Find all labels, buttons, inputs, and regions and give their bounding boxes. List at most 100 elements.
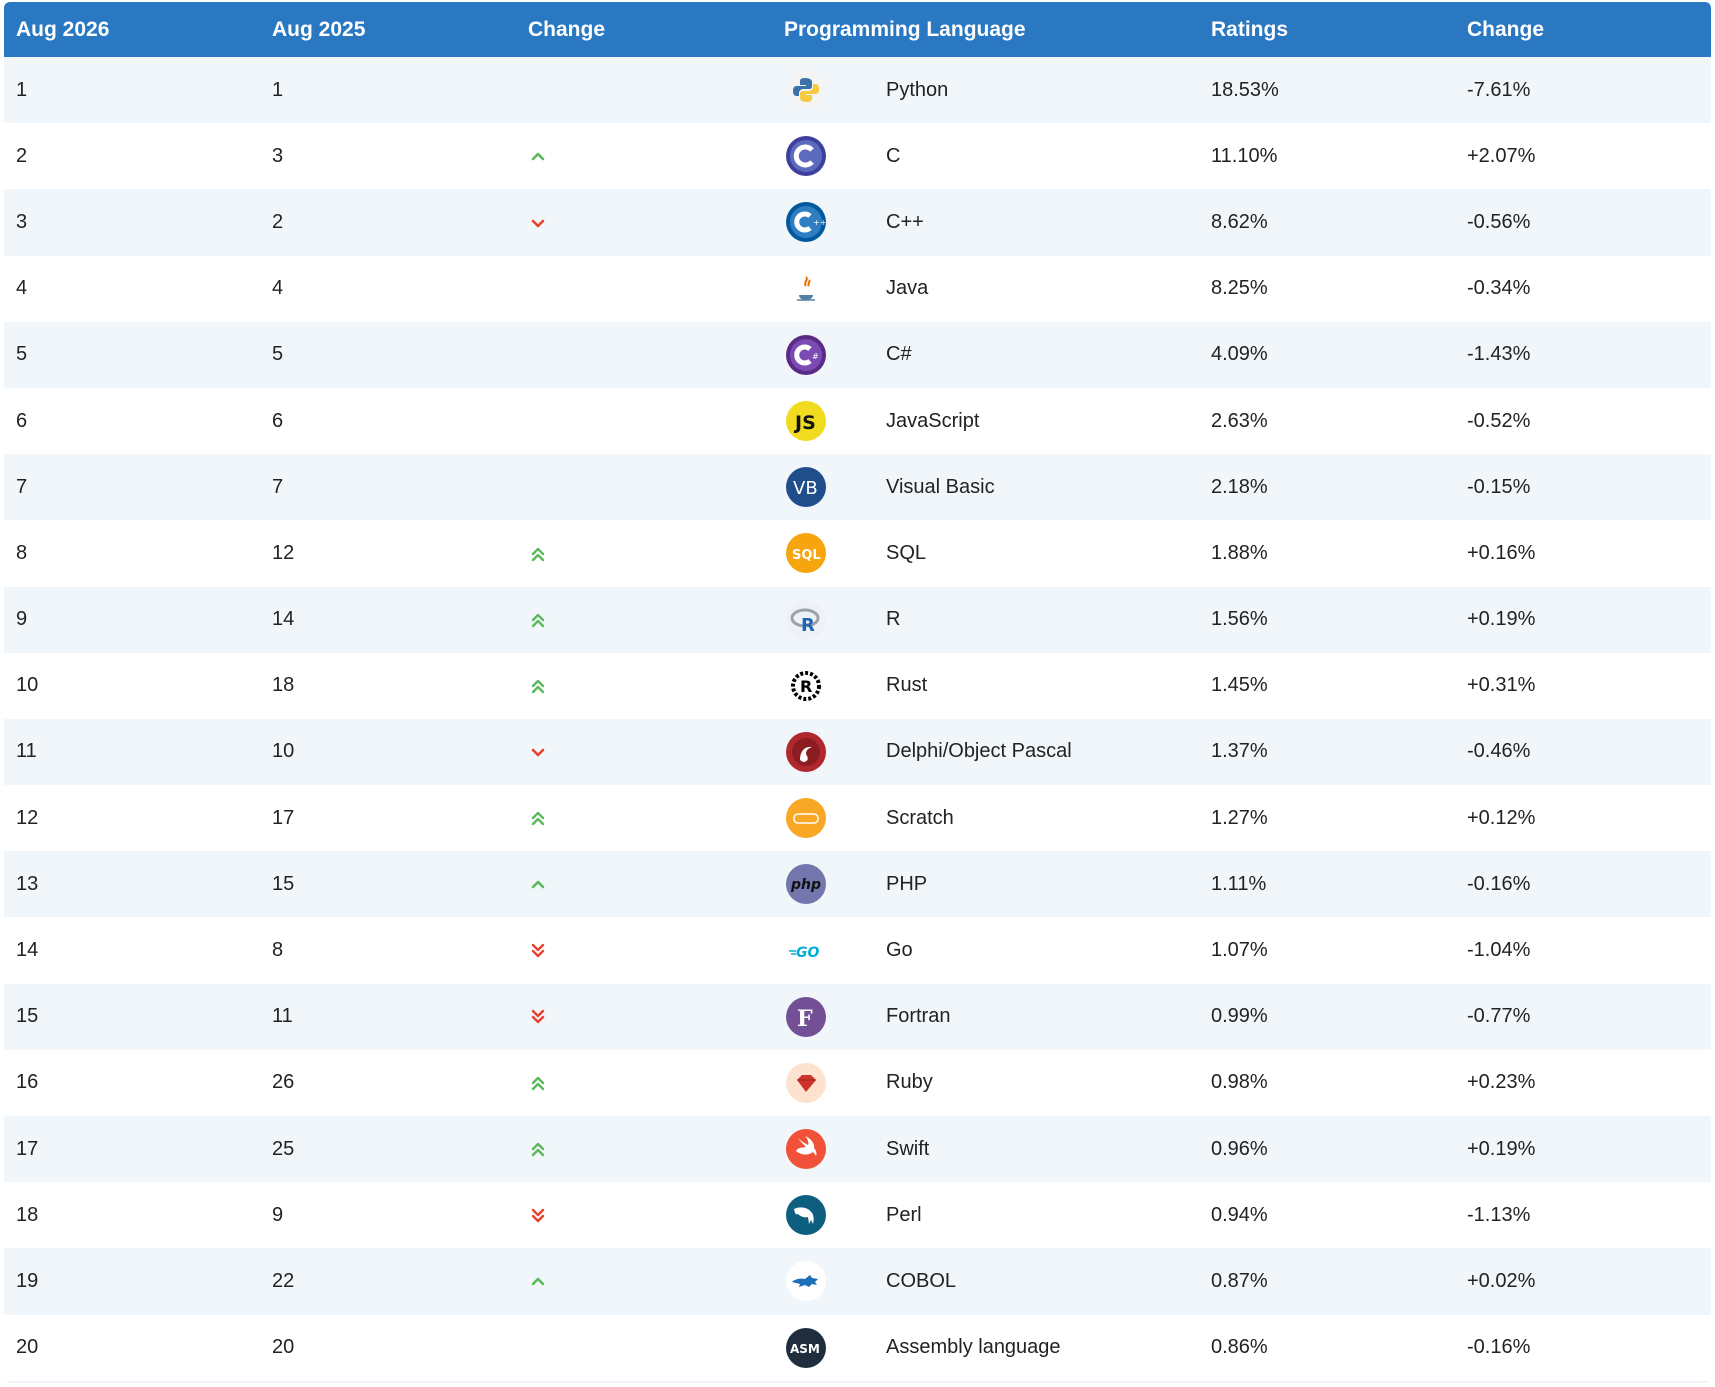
rank-current: 7 <box>16 475 28 498</box>
arrow-up-icon <box>528 1272 548 1292</box>
double-arrow-up-icon <box>528 1073 548 1093</box>
csharp-logo-icon: # <box>786 334 826 375</box>
rating-change-value: -0.16% <box>1467 1336 1531 1359</box>
table-row: 7 7 VB Visual Basic 2.18% -0.15% <box>4 454 1711 521</box>
double-arrow-down-icon <box>528 941 548 961</box>
language-name[interactable]: C <box>886 144 901 167</box>
table-row: 1 1 Python 18.53% -7.61% <box>4 57 1711 124</box>
r-logo-icon: R <box>786 599 826 640</box>
rank-current: 20 <box>16 1336 39 1359</box>
rating-change-value: +0.19% <box>1467 608 1536 631</box>
rank-current: 4 <box>16 277 28 300</box>
rank-previous: 3 <box>272 144 284 167</box>
language-logo-cell <box>772 1116 874 1182</box>
language-name[interactable]: Fortran <box>886 1005 951 1028</box>
language-name[interactable]: SQL <box>886 541 927 564</box>
header-ratings-change[interactable]: Change <box>1467 17 1545 41</box>
python-logo-icon <box>786 70 826 111</box>
rank-previous: 1 <box>272 78 284 101</box>
rank-current: 9 <box>16 608 28 631</box>
arrow-up-icon <box>528 147 548 167</box>
svg-text:R: R <box>801 615 815 636</box>
language-name[interactable]: Visual Basic <box>886 475 995 498</box>
table-row: 18 9 Perl 0.94% -1.13% <box>4 1182 1711 1249</box>
language-name[interactable]: PHP <box>886 872 928 895</box>
header-programming-language[interactable]: Programming Language <box>784 17 1026 41</box>
perl-logo-icon <box>786 1195 826 1236</box>
svg-text:F: F <box>797 1006 813 1032</box>
rating-value: 11.10% <box>1211 144 1278 167</box>
javascript-logo-icon: JS <box>786 401 826 442</box>
arrow-down-icon <box>528 742 548 762</box>
language-name[interactable]: Go <box>886 939 913 962</box>
double-arrow-down-icon <box>528 1206 548 1226</box>
table-body: 1 1 Python 18.53% -7.61% 2 3 C 11.10% +2.07% 3 2 ++ C… <box>4 57 1711 1381</box>
rating-value: 1.56% <box>1211 608 1268 631</box>
rank-change-cell <box>516 1182 772 1248</box>
rating-value: 0.94% <box>1211 1203 1268 1226</box>
rank-current: 16 <box>16 1071 39 1094</box>
header-current-month[interactable]: Aug 2026 <box>16 17 110 41</box>
header-previous-month[interactable]: Aug 2025 <box>272 17 366 41</box>
language-name[interactable]: Swift <box>886 1137 930 1160</box>
language-name[interactable]: Rust <box>886 674 928 697</box>
rank-change-cell <box>516 388 772 454</box>
language-name[interactable]: COBOL <box>886 1269 957 1292</box>
c-logo-icon <box>786 136 826 177</box>
language-name[interactable]: Perl <box>886 1203 922 1226</box>
language-name[interactable]: Ruby <box>886 1071 933 1094</box>
rating-change-value: +0.19% <box>1467 1137 1536 1160</box>
rank-change-cell <box>516 1248 772 1314</box>
rank-change-cell <box>516 256 772 322</box>
rating-change-value: +0.02% <box>1467 1269 1536 1292</box>
rank-previous: 2 <box>272 210 284 233</box>
rank-current: 18 <box>16 1203 39 1226</box>
rank-change-cell <box>516 917 772 983</box>
rank-change-cell <box>516 189 772 255</box>
rating-value: 18.53% <box>1211 78 1279 101</box>
rank-change-cell <box>516 984 772 1050</box>
rating-change-value: -0.34% <box>1467 277 1531 300</box>
table-row: 10 18 R Rust 1.45% +0.31% <box>4 652 1711 719</box>
rating-change-value: -0.15% <box>1467 475 1531 498</box>
table-row: 19 22 COBOL 0.87% +0.02% <box>4 1248 1711 1315</box>
rank-previous: 4 <box>272 277 284 300</box>
table-row: 14 8 GO Go 1.07% -1.04% <box>4 917 1711 984</box>
rating-value: 0.98% <box>1211 1071 1268 1094</box>
rank-current: 14 <box>16 939 39 962</box>
rating-change-value: -0.16% <box>1467 872 1531 895</box>
header-ratings[interactable]: Ratings <box>1211 17 1289 41</box>
language-name[interactable]: JavaScript <box>886 409 980 432</box>
rank-change-cell <box>516 851 772 917</box>
assembly-logo-icon: ASM <box>786 1327 826 1368</box>
table-row: 20 20 ASM Assembly language 0.86% -0.16% <box>4 1314 1711 1381</box>
rank-previous: 14 <box>272 608 295 631</box>
rating-change-value: +2.07% <box>1467 144 1536 167</box>
rating-change-value: -1.04% <box>1467 939 1531 962</box>
rating-value: 1.11% <box>1211 872 1267 895</box>
rating-value: 0.99% <box>1211 1005 1268 1028</box>
rank-change-cell <box>516 653 772 719</box>
language-name[interactable]: C# <box>886 343 912 366</box>
double-arrow-up-icon <box>528 676 548 696</box>
language-name[interactable]: Python <box>886 78 949 101</box>
language-name[interactable]: Assembly language <box>886 1336 1061 1359</box>
language-name[interactable]: C++ <box>886 210 924 233</box>
rank-previous: 5 <box>272 343 284 366</box>
language-name[interactable]: Delphi/Object Pascal <box>886 740 1072 763</box>
java-logo-icon <box>786 268 826 309</box>
rating-change-value: -0.77% <box>1467 1005 1531 1028</box>
rank-change-cell <box>516 587 772 653</box>
ranking-table-container: Aug 2026 Aug 2025 Change Programming Lan… <box>4 2 1711 1383</box>
rank-change-cell <box>516 520 772 586</box>
header-rank-change[interactable]: Change <box>528 17 606 41</box>
language-name[interactable]: Java <box>886 277 929 300</box>
language-logo-cell: php <box>772 851 874 917</box>
rating-change-value: +0.12% <box>1467 806 1536 829</box>
language-name[interactable]: Scratch <box>886 806 954 829</box>
rank-change-cell <box>516 785 772 851</box>
language-name[interactable]: R <box>886 608 901 631</box>
rating-change-value: +0.16% <box>1467 541 1536 564</box>
language-logo-cell <box>772 57 874 123</box>
rating-value: 8.25% <box>1211 277 1268 300</box>
